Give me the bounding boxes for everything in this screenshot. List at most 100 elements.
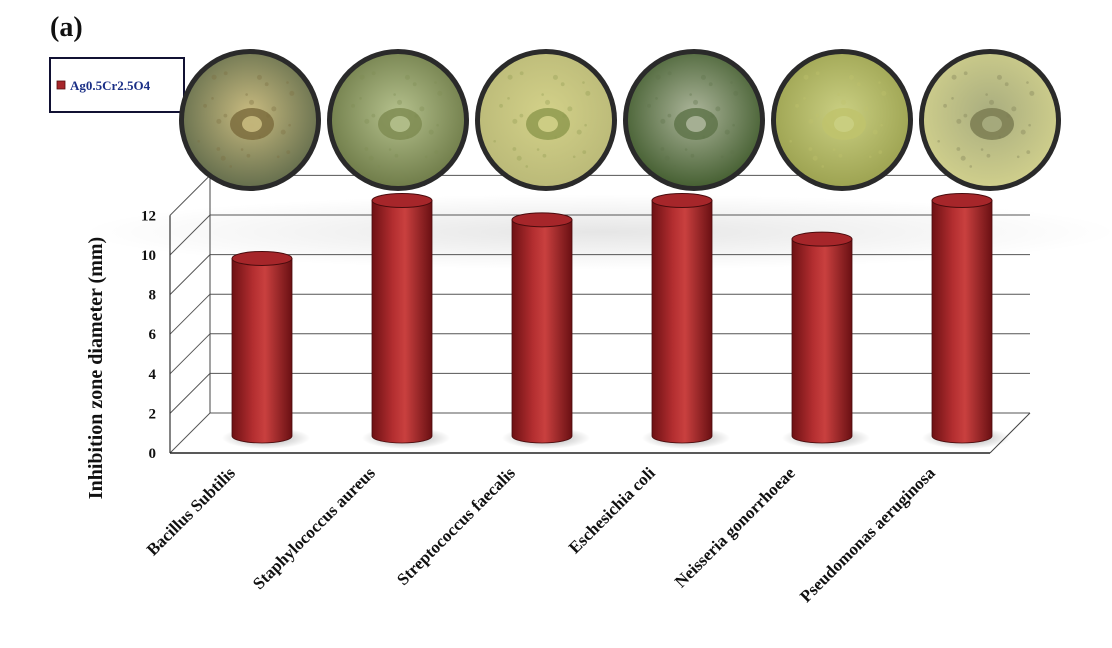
plate-speckle	[812, 155, 818, 161]
y-tick-label: 8	[149, 288, 157, 304]
side-gridline	[169, 412, 211, 454]
well	[686, 116, 706, 132]
plate-speckle	[856, 82, 861, 87]
bar	[922, 193, 1010, 449]
plate-speckle	[197, 139, 200, 143]
plate-speckle	[220, 155, 226, 161]
side-gridline	[169, 214, 211, 256]
plate-speckle	[240, 148, 244, 151]
plate-speckle	[641, 139, 644, 143]
plate-speckle	[216, 147, 221, 151]
plate-speckle	[878, 81, 881, 84]
plate-speckle	[937, 139, 940, 143]
plate-speckle	[264, 82, 269, 87]
plate-speckle	[985, 93, 988, 96]
plate-speckle	[223, 71, 228, 76]
bar-body	[791, 238, 853, 444]
plate-speckle	[525, 165, 529, 168]
plate-speckle	[377, 165, 381, 168]
plate-speckle	[576, 129, 582, 135]
legend-box	[49, 57, 185, 113]
plate-speckle	[368, 155, 374, 161]
plate-speckle	[256, 74, 262, 80]
plate-speckle	[1026, 150, 1031, 155]
well	[982, 116, 1002, 132]
plate-speckle	[996, 74, 1002, 80]
y-axis-label: Inhibition zone diameter (mm)	[85, 237, 107, 499]
plate-speckle	[1029, 90, 1035, 96]
plate-speckle	[351, 103, 355, 108]
plate-speckle	[364, 118, 370, 124]
y-tick-label: 6	[149, 327, 157, 343]
plate-speckle	[838, 153, 843, 158]
plate-speckle	[397, 99, 403, 105]
staphylococcus-aureus-plate	[327, 49, 469, 191]
plate-speckle	[211, 74, 217, 80]
plate-speckle	[808, 147, 813, 151]
plate-speckle	[567, 106, 573, 112]
bar	[502, 212, 590, 449]
y-tick-label: 4	[149, 367, 157, 383]
floor-right-edge	[989, 412, 1031, 454]
plate-speckle	[507, 97, 510, 100]
plate-speckle	[732, 123, 735, 127]
plate-speckle	[276, 155, 280, 159]
y-tick-label: 12	[141, 208, 156, 224]
plate-speckle	[837, 93, 840, 96]
plate-speckle	[519, 113, 524, 118]
plate-speckle	[203, 103, 207, 108]
bar-top	[371, 193, 433, 209]
well	[390, 116, 410, 132]
plate-speckle	[951, 74, 957, 80]
plate-speckle	[345, 139, 348, 143]
plate-speckle	[288, 123, 291, 127]
bars	[222, 193, 1010, 449]
plate-images	[179, 49, 1061, 191]
plate-speckle	[943, 103, 947, 108]
plate-speckle	[542, 153, 547, 158]
plate-speckle	[986, 153, 991, 158]
bar	[642, 193, 730, 449]
plate-speckle	[667, 71, 672, 76]
bar	[362, 193, 450, 449]
plate-speckle	[684, 148, 688, 151]
plate-speckle	[519, 71, 524, 76]
plate-speckle	[437, 90, 443, 96]
plate-speckle	[989, 99, 995, 105]
plate-speckle	[541, 93, 544, 96]
plate-speckle	[359, 74, 365, 80]
plate-speckle	[1016, 155, 1020, 159]
plate-speckle	[951, 97, 954, 100]
x-tick-label: Bacillus Subtilis	[143, 463, 239, 559]
plate-speckle	[419, 106, 425, 112]
plate-speckle	[881, 90, 887, 96]
plate-speckle	[286, 150, 291, 155]
plate-speckle	[507, 74, 513, 80]
plate-speckle	[545, 99, 551, 105]
plate-speckle	[848, 74, 854, 80]
plate-speckle	[584, 123, 587, 127]
plate-speckle	[660, 118, 666, 124]
bar-top	[511, 212, 573, 228]
plate-speckle	[808, 118, 814, 124]
plate-speckle	[664, 155, 670, 161]
plate-speckle	[289, 90, 295, 96]
bar-body	[371, 200, 433, 444]
plate-speckle	[693, 99, 699, 105]
plate-speckle	[424, 155, 428, 159]
y-tick-label: 2	[149, 406, 157, 422]
plate-speckle	[690, 153, 695, 158]
plate-speckle	[724, 129, 730, 135]
plate-speckle	[434, 150, 439, 155]
x-tick-label: Eschesichia coli	[565, 463, 659, 557]
plate-speckle	[963, 113, 968, 118]
plate-speckle	[216, 118, 222, 124]
plate-speckle	[803, 97, 806, 100]
plate-speckle	[499, 103, 503, 108]
side-gridline	[169, 293, 211, 335]
bar-top	[231, 250, 293, 266]
plate-speckle	[229, 165, 233, 168]
legend: Ag0.5Cr2.5O4	[49, 57, 185, 113]
y-tick-label: 0	[149, 446, 157, 462]
plate-speckle	[436, 123, 439, 127]
